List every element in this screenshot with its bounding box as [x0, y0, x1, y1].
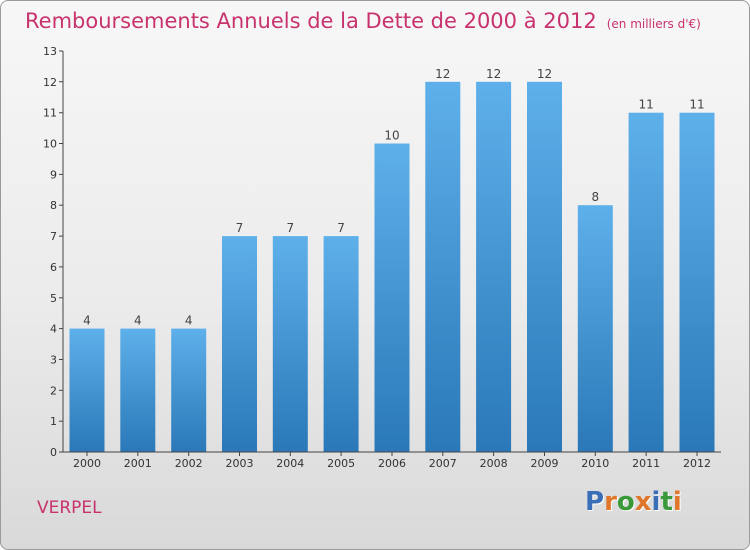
- y-tick-label-4: 4: [50, 323, 57, 336]
- y-tick-label-7: 7: [50, 230, 57, 243]
- x-tick-label-2001: 2001: [124, 457, 152, 470]
- x-tick-label-2004: 2004: [276, 457, 304, 470]
- y-tick-label-6: 6: [50, 261, 57, 274]
- bar-2010: [577, 205, 613, 452]
- chart-unit: (en milliers d'€): [606, 17, 701, 31]
- logo-letter: i: [672, 487, 682, 517]
- bar-2002: [171, 328, 207, 452]
- x-tick-label-2009: 2009: [531, 457, 559, 470]
- chart-title: Remboursements Annuels de la Dette de 20…: [25, 9, 701, 33]
- y-tick-label-13: 13: [43, 45, 57, 58]
- x-tick-label-2003: 2003: [226, 457, 254, 470]
- x-tick-label-2007: 2007: [429, 457, 457, 470]
- y-tick-label-9: 9: [50, 168, 57, 181]
- data-label-2010: 8: [591, 190, 599, 204]
- bar-2001: [120, 328, 156, 452]
- bar-2006: [374, 143, 410, 452]
- data-label-2006: 10: [384, 129, 399, 143]
- y-tick-label-0: 0: [50, 446, 57, 459]
- bar-2008: [476, 81, 512, 453]
- y-tick-label-5: 5: [50, 292, 57, 305]
- data-label-2008: 12: [486, 67, 501, 81]
- x-tick-label-2010: 2010: [581, 457, 609, 470]
- bar-2000: [69, 328, 105, 452]
- data-label-2011: 11: [638, 98, 653, 112]
- logo-letter: o: [616, 487, 635, 517]
- y-tick-label-2: 2: [50, 384, 57, 397]
- data-label-2000: 4: [83, 314, 91, 328]
- logo-letter: P: [585, 487, 605, 517]
- data-label-2004: 7: [286, 221, 294, 235]
- x-tick-label-2012: 2012: [683, 457, 711, 470]
- bar-2012: [679, 112, 715, 452]
- data-label-2003: 7: [236, 221, 244, 235]
- bar-2005: [323, 236, 359, 452]
- data-label-2001: 4: [134, 314, 142, 328]
- y-tick-label-11: 11: [43, 107, 57, 120]
- y-tick-label-3: 3: [50, 354, 57, 367]
- data-label-2007: 12: [435, 67, 450, 81]
- data-label-2005: 7: [337, 221, 345, 235]
- bar-2003: [222, 236, 257, 452]
- data-label-2009: 12: [537, 67, 552, 81]
- bar-2004: [272, 236, 308, 452]
- chart-title-text: Remboursements Annuels de la Dette de 20…: [25, 9, 597, 33]
- y-tick-label-12: 12: [43, 76, 57, 89]
- bar-2009: [527, 81, 562, 453]
- bar-2011: [628, 112, 664, 452]
- y-tick-label-1: 1: [50, 415, 57, 428]
- logo-letter: t: [660, 487, 673, 517]
- bar-2007: [425, 81, 461, 453]
- y-tick-label-10: 10: [43, 138, 57, 151]
- logo-letter: x: [634, 487, 652, 517]
- x-tick-label-2006: 2006: [378, 457, 406, 470]
- x-tick-label-2005: 2005: [327, 457, 355, 470]
- x-tick-label-2011: 2011: [632, 457, 660, 470]
- x-tick-label-2000: 2000: [73, 457, 101, 470]
- x-tick-label-2002: 2002: [175, 457, 203, 470]
- data-label-2012: 11: [689, 98, 704, 112]
- logo-letter: r: [604, 487, 617, 517]
- data-label-2002: 4: [185, 314, 193, 328]
- proxiti-logo: Proxiti: [585, 487, 682, 517]
- x-tick-label-2008: 2008: [480, 457, 508, 470]
- commune-name: VERPEL: [37, 498, 102, 518]
- y-tick-label-8: 8: [50, 199, 57, 212]
- logo-letter: i: [651, 487, 661, 517]
